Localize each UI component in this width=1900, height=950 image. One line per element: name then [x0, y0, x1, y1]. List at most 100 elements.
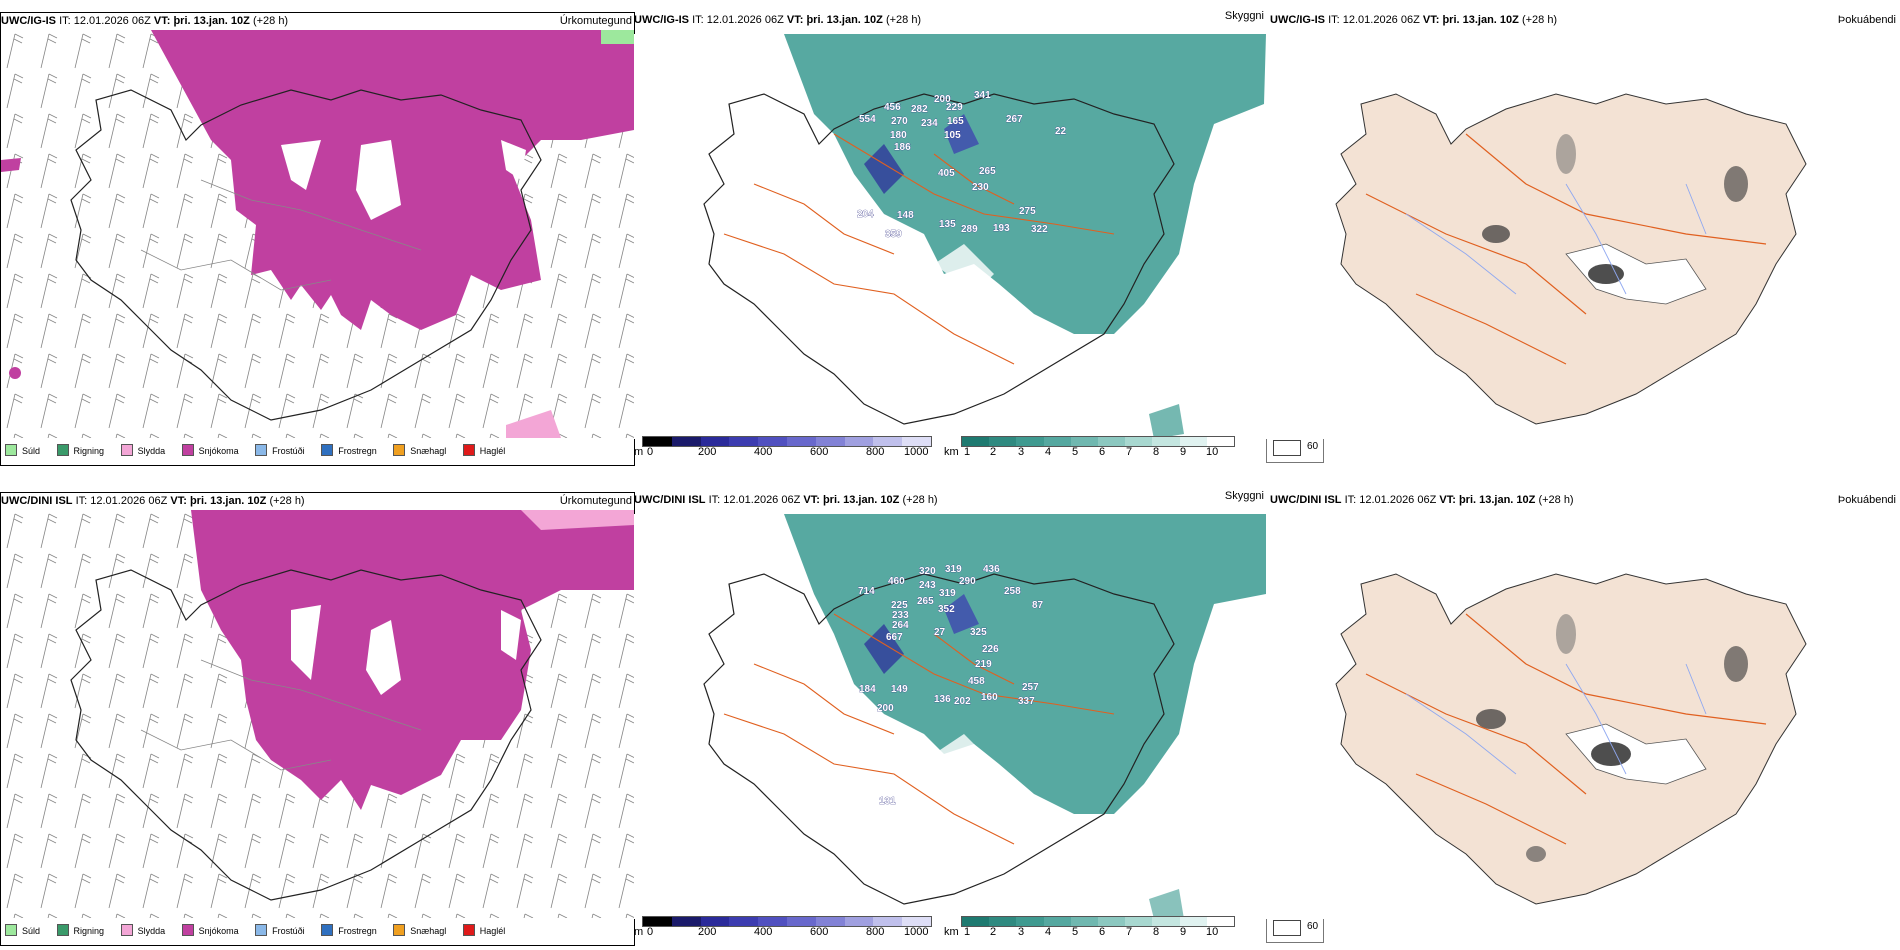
vis-tick: 10	[1206, 926, 1219, 938]
vt-value: þri. 13.jan. 10Z	[806, 14, 883, 26]
precip-panel-row1: UWC/IG-IS IT: 12.01.2026 06Z VT: þri. 13…	[0, 12, 635, 466]
vis-tick: 1	[964, 446, 971, 458]
snow-depth-label: 337	[1018, 696, 1035, 707]
snow-depth-label: 359	[885, 229, 902, 240]
vis-tick: 8	[1153, 926, 1160, 938]
roads	[723, 133, 1115, 365]
it-label: IT:	[1344, 494, 1357, 506]
vis-tick: 4	[1045, 926, 1052, 938]
roads	[723, 613, 1115, 845]
it-label: IT:	[708, 494, 721, 506]
vis-tick: 2	[990, 446, 997, 458]
panel-header: UWC/IG-IS IT: 12.01.2026 06Z VT: þri. 13…	[1266, 12, 1900, 28]
precip-legend: Súld Rigning Slydda Snjókoma Frostúði Fr…	[5, 443, 519, 459]
snow-depth-label: 258	[1004, 586, 1021, 597]
lead-time: (+28 h)	[269, 495, 305, 507]
vt-label: VT:	[786, 14, 804, 26]
vt-value: þri. 13.jan. 10Z	[189, 495, 267, 507]
it-label: IT:	[59, 15, 71, 27]
snow-depth-label: 265	[917, 596, 934, 607]
legend-item: Snæhagl	[393, 443, 446, 459]
lead-time: (+28 h)	[1521, 14, 1558, 26]
snow-depth-label: 436	[983, 564, 1000, 575]
snow-tick: 400	[754, 926, 773, 938]
vt-value: þri. 13.jan. 10Z	[1458, 494, 1536, 506]
snow-depth-label: 405	[938, 168, 955, 179]
snow-depth-label: 714	[858, 586, 875, 597]
snow-depth-label: 243	[919, 580, 936, 591]
vis-tick: 7	[1126, 926, 1133, 938]
panel-header: UWC/DINI ISL IT: 12.01.2026 06Z VT: þri.…	[1, 493, 634, 509]
legend-item: Slydda	[120, 443, 165, 459]
snow-depth-label: 204	[857, 209, 874, 220]
fog-tick: 60	[1307, 441, 1319, 452]
visibility-map: 554 456 282 200 341 229 270 234 180 165 186 105 267 2…	[634, 34, 1266, 439]
legend-item: Snjókoma	[181, 443, 239, 459]
it-value: 12.01.2026 06Z	[1342, 14, 1420, 26]
vis-tick: 1	[964, 926, 971, 938]
model-name: UWC/DINI ISL	[634, 494, 706, 506]
snow-tick: 0	[647, 926, 654, 938]
snow-depth-label: 234	[921, 118, 938, 129]
panel-header: UWC/DINI ISL IT: 12.01.2026 06Z VT: þri.…	[634, 490, 1266, 508]
precip-map	[1, 510, 634, 918]
snow-depth-label: 282	[911, 104, 928, 115]
legend-item: Súld	[5, 923, 40, 939]
snow-depth-label: 27	[934, 627, 946, 638]
it-label: IT:	[1328, 14, 1340, 26]
snow-depth-label: 136	[934, 694, 951, 705]
it-value: 12.01.2026 06Z	[723, 494, 801, 506]
panel-title: Þokuábendi	[1837, 14, 1896, 26]
it-label: IT:	[75, 495, 88, 507]
it-value: 12.01.2026 06Z	[73, 15, 151, 27]
vt-label: VT:	[1422, 14, 1440, 26]
snow-depth-label: 322	[1031, 224, 1048, 235]
fog-map	[1266, 514, 1900, 919]
vis-tick: 3	[1018, 446, 1025, 458]
snow-depth-label: 87	[1032, 600, 1044, 611]
vt-value: þri. 13.jan. 10Z	[1442, 14, 1519, 26]
precip-map	[1, 30, 634, 438]
snow-depth-label: 193	[993, 223, 1010, 234]
snow-depth-label: 165	[947, 116, 964, 127]
legend-item: Frostúði	[255, 923, 305, 939]
iceland-outline	[703, 93, 1175, 425]
snow-depth-label: 264	[892, 620, 909, 631]
legend-item: Haglél	[462, 923, 505, 939]
snow-tick: 800	[866, 926, 885, 938]
snow-depth-label: 229	[946, 102, 963, 113]
panel-title: Skyggni	[1224, 490, 1264, 502]
snow-depth-label: 554	[859, 114, 876, 125]
vt-value: þri. 13.jan. 10Z	[822, 494, 900, 506]
snow-depth-label: 352	[938, 604, 955, 615]
vt-label: VT:	[1439, 494, 1456, 506]
legend-item: Rigning	[56, 443, 104, 459]
snow-depth-label: 225	[891, 600, 908, 611]
snow-depth-colorbar: m 0 200 400 600 800 1000	[634, 916, 944, 942]
snow-depth-label: 458	[968, 676, 985, 687]
legend-item: Snjókoma	[181, 923, 239, 939]
snow-depth-label: 257	[1022, 682, 1039, 693]
snow-tick: 200	[698, 446, 717, 458]
snow-depth-label: 135	[939, 219, 956, 230]
it-value: 12.01.2026 06Z	[1359, 494, 1437, 506]
snow-depth-label: 149	[891, 684, 908, 695]
snow-depth-label: 230	[972, 182, 989, 193]
legend-item: Rigning	[56, 923, 104, 939]
visibility-colorbar: km 1 2 3 4 5 6 7 8 9 10	[944, 916, 1244, 942]
snow-depth-colorbar: m 0 200 400 600 800 1000	[634, 436, 944, 462]
fog-tick: 60	[1307, 921, 1319, 932]
it-value: 12.01.2026 06Z	[706, 14, 784, 26]
snow-area	[191, 510, 634, 810]
snow-depth-label: 289	[961, 224, 978, 235]
panel-title: Skyggni	[1224, 10, 1264, 22]
visibility-map: 714 460 320 319 436 290 243 319 225 265 352 233 258 2…	[634, 514, 1266, 919]
legend-item: Slydda	[120, 923, 165, 939]
vis-tick: 9	[1180, 446, 1187, 458]
model-name: UWC/DINI ISL	[1270, 494, 1342, 506]
snow-depth-label: 200	[934, 94, 951, 105]
vis-tick: 4	[1045, 446, 1052, 458]
it-value: 12.01.2026 06Z	[90, 495, 168, 507]
model-name: UWC/IG-IS	[1270, 14, 1325, 26]
